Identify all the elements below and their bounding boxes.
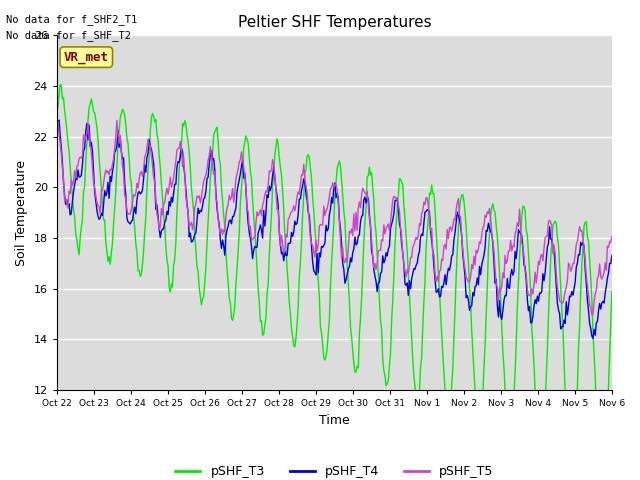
Legend: pSHF_T3, pSHF_T4, pSHF_T5: pSHF_T3, pSHF_T4, pSHF_T5 — [170, 460, 499, 480]
Text: No data for f_SHF2_T1: No data for f_SHF2_T1 — [6, 13, 138, 24]
X-axis label: Time: Time — [319, 414, 349, 427]
Y-axis label: Soil Temperature: Soil Temperature — [15, 160, 28, 265]
Text: No data for f_SHF_T2: No data for f_SHF_T2 — [6, 30, 131, 41]
Text: VR_met: VR_met — [64, 51, 109, 64]
Title: Peltier SHF Temperatures: Peltier SHF Temperatures — [237, 15, 431, 30]
